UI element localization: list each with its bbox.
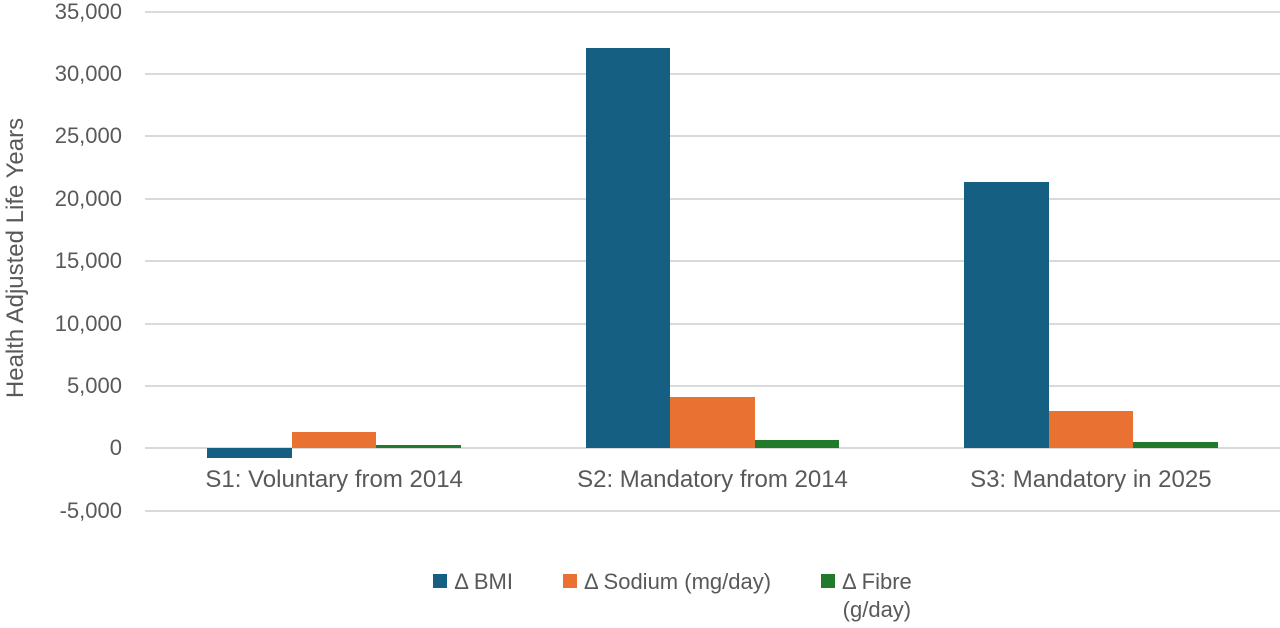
legend-label: Δ Fibre (g/day): [842, 569, 912, 622]
category-label: S1: Voluntary from 2014: [205, 466, 463, 493]
y-tick-label: 25,000: [54, 123, 122, 149]
bar-s2-series2: [670, 397, 755, 449]
bar-s1-series1: [207, 448, 292, 459]
bar-s1-series2: [291, 432, 377, 449]
gridline: [145, 384, 1280, 387]
legend-swatch-icon: [433, 574, 448, 588]
y-tick-label: 0: [109, 435, 122, 461]
bar-s3-series1: [964, 182, 1049, 449]
gridline: [145, 447, 1280, 450]
y-tick-label: 30,000: [54, 60, 122, 86]
gridline: [145, 322, 1280, 325]
gridline: [145, 260, 1280, 263]
gridline: [145, 135, 1280, 138]
y-tick-label: 15,000: [54, 248, 122, 274]
gridline: [145, 72, 1280, 75]
legend: Δ BMI Δ Sodium (mg/day) Δ Fibre (g/day): [65, 568, 1280, 624]
y-tick-label: -5,000: [59, 497, 122, 523]
y-tick-label: 35,000: [54, 0, 122, 24]
legend-swatch-icon: [562, 574, 577, 588]
bar-s3-series3: [1133, 442, 1218, 449]
legend-swatch-icon: [821, 574, 836, 588]
gridline: [145, 509, 1280, 512]
gridline: [145, 197, 1280, 200]
bar-s2-series1: [585, 47, 671, 449]
category-label: S2: Mandatory from 2014: [577, 466, 848, 493]
gridline: [145, 10, 1280, 13]
y-tick-label: 10,000: [54, 310, 122, 336]
legend-item: Δ BMI: [433, 568, 513, 596]
y-tick-label: 5,000: [66, 372, 122, 398]
bar-s2-series3: [754, 440, 840, 449]
legend-item: Δ Sodium (mg/day): [562, 568, 772, 596]
bar-s3-series2: [1048, 410, 1134, 449]
y-tick-label: 20,000: [54, 185, 122, 211]
legend-item: Δ Fibre (g/day): [821, 568, 912, 624]
legend-label: Δ Sodium (mg/day): [583, 569, 772, 594]
bar-s1-series3: [376, 444, 461, 449]
category-label: S3: Mandatory in 2025: [970, 466, 1212, 493]
legend-label: Δ BMI: [454, 569, 513, 594]
